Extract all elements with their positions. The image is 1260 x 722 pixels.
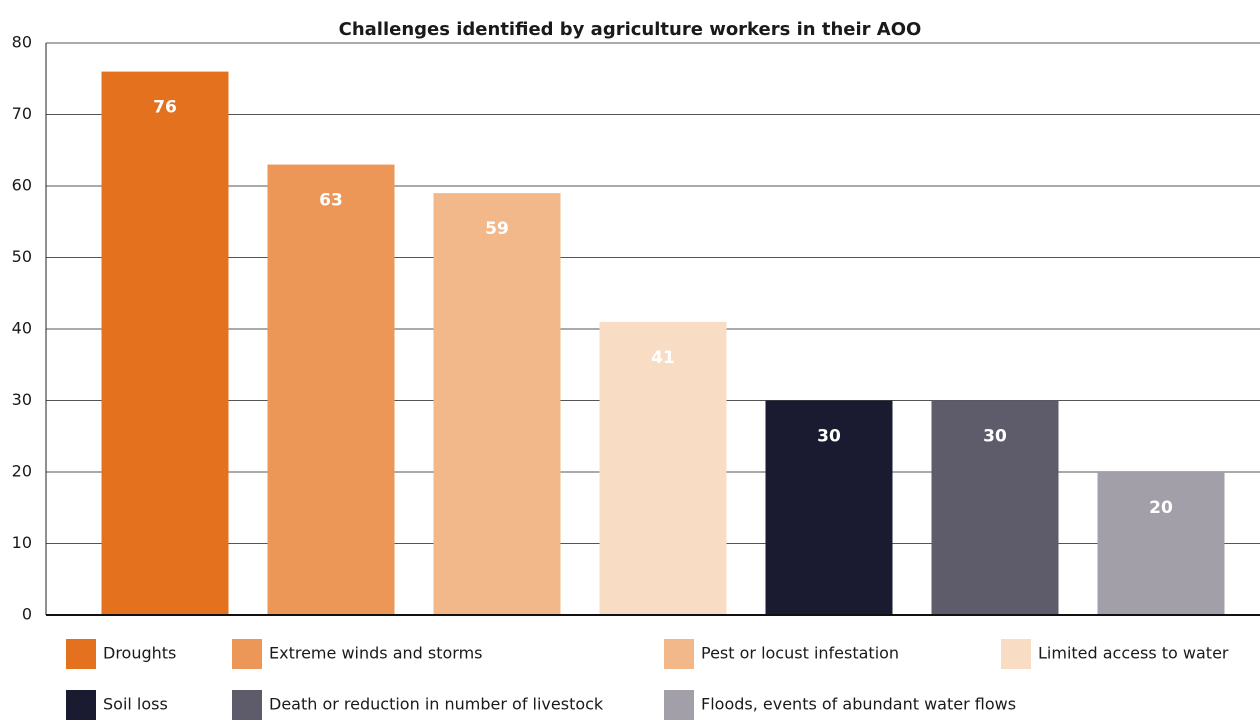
legend-swatch xyxy=(232,690,262,720)
legend-label: Extreme winds and storms xyxy=(269,644,483,663)
legend-swatch xyxy=(66,639,96,669)
y-tick-label: 10 xyxy=(12,533,32,552)
y-tick-label: 50 xyxy=(12,247,32,266)
legend-label: Limited access to water xyxy=(1038,644,1229,663)
bar xyxy=(1097,472,1225,615)
value-label: 76 xyxy=(153,98,177,118)
legend-label: Soil loss xyxy=(103,695,168,714)
legend-swatch xyxy=(664,690,694,720)
y-tick-label: 40 xyxy=(12,319,32,338)
value-label: 30 xyxy=(817,427,841,447)
value-label: 41 xyxy=(651,348,675,368)
y-tick-label: 80 xyxy=(12,33,32,52)
value-label: 20 xyxy=(1149,498,1173,518)
bar xyxy=(599,321,727,615)
y-tick-label: 60 xyxy=(12,176,32,195)
legend-swatch xyxy=(232,639,262,669)
value-label: 30 xyxy=(983,427,1007,447)
bar xyxy=(931,400,1059,615)
bar xyxy=(433,193,561,615)
legend-swatch xyxy=(66,690,96,720)
value-label: 59 xyxy=(485,219,509,239)
y-tick-label: 30 xyxy=(12,390,32,409)
bar xyxy=(101,71,229,616)
y-tick-label: 0 xyxy=(22,605,32,624)
legend-swatch xyxy=(1001,639,1031,669)
legend-swatch xyxy=(664,639,694,669)
legend-label: Floods, events of abundant water flows xyxy=(701,695,1016,714)
legend-label: Pest or locust infestation xyxy=(701,644,899,663)
y-tick-label: 70 xyxy=(12,104,32,123)
legend-label: Droughts xyxy=(103,644,176,663)
legend-label: Death or reduction in number of livestoc… xyxy=(269,695,604,714)
bar xyxy=(267,164,395,616)
value-label: 63 xyxy=(319,191,343,211)
y-tick-label: 20 xyxy=(12,462,32,481)
chart-title: Challenges identified by agriculture wor… xyxy=(339,19,922,40)
bar xyxy=(765,400,893,615)
